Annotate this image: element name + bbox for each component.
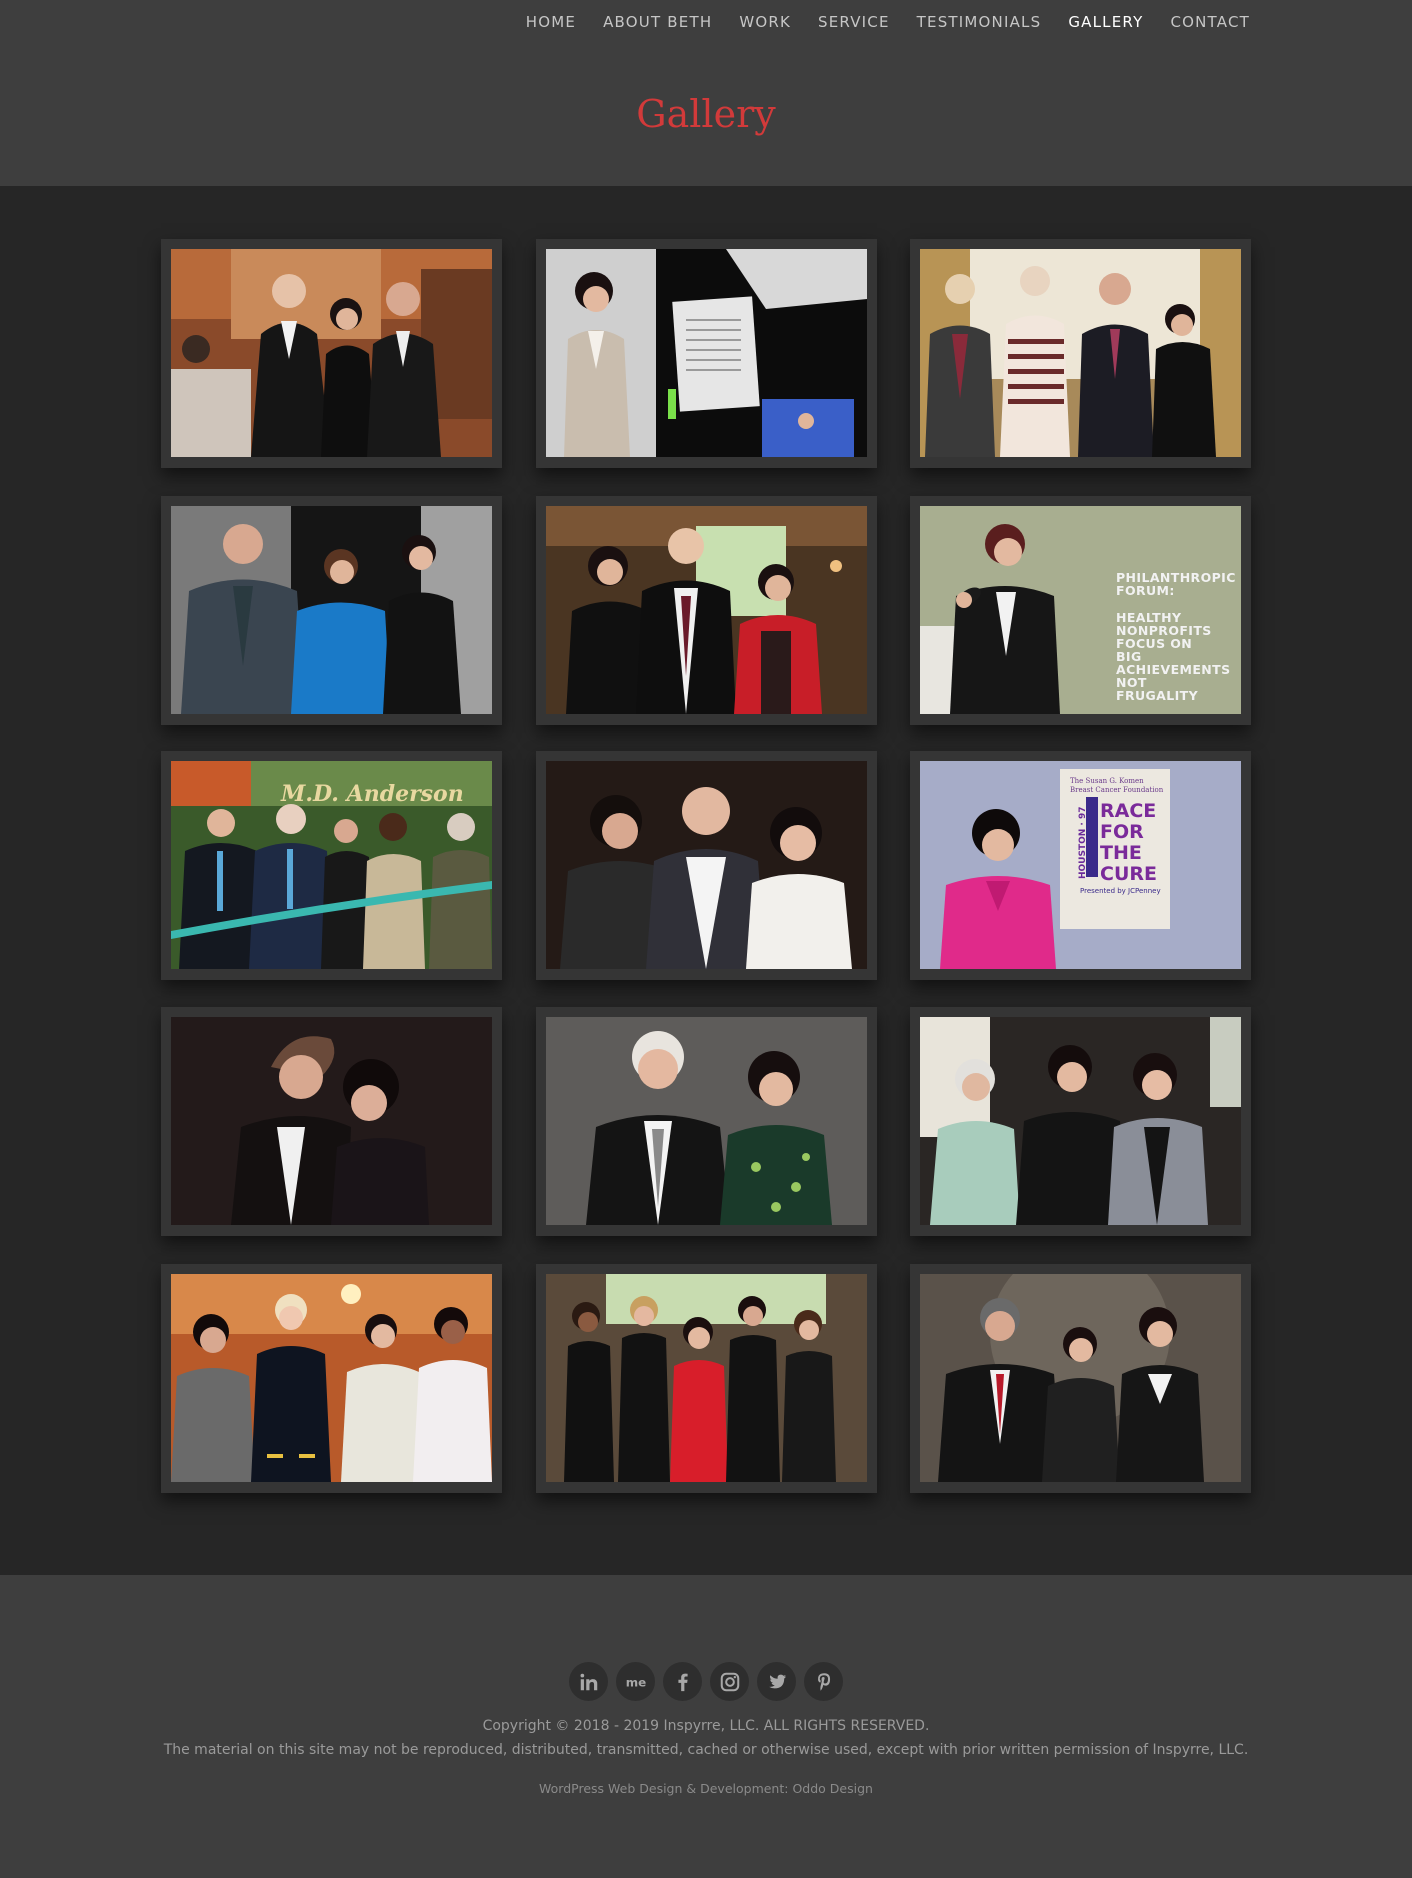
facebook-link[interactable] (663, 1662, 702, 1701)
poster-side-text: HOUSTON · 97 (1078, 806, 1088, 879)
gallery-item-9[interactable]: The Susan G. Komen Breast Cancer Foundat… (910, 751, 1251, 980)
gallery-item-14[interactable] (536, 1264, 877, 1493)
linkedin-link[interactable] (569, 1662, 608, 1701)
photo-7-banner: M.D. Anderson (280, 781, 464, 807)
gallery-item-5[interactable] (536, 496, 877, 725)
gallery-item-1[interactable] (161, 239, 502, 468)
poster-headline-line: RACE (1100, 800, 1156, 822)
instagram-link[interactable] (710, 1662, 749, 1701)
gallery-photo (171, 1274, 492, 1482)
gallery-photo (171, 506, 492, 714)
gallery-photo (546, 249, 867, 457)
gallery-item-3[interactable] (910, 239, 1251, 468)
copyright-text: Copyright © 2018 - 2019 Inspyrre, LLC. A… (482, 1718, 930, 1734)
nav-testimonials[interactable]: TESTIMONIALS (916, 13, 1042, 31)
site-footer: me Copyright © 2018 - 2019 Inspyr (0, 1575, 1412, 1878)
site-header: HOME ABOUT BETH WORK SERVICE TESTIMONIAL… (0, 0, 1412, 186)
nav-gallery[interactable]: GALLERY (1068, 13, 1144, 31)
poster-org-line: Breast Cancer Foundation (1070, 786, 1164, 794)
nav-work[interactable]: WORK (739, 13, 792, 31)
gallery-photo (546, 1017, 867, 1225)
gallery-photo (171, 249, 492, 457)
gallery-item-13[interactable] (161, 1264, 502, 1493)
gallery-item-2[interactable] (536, 239, 877, 468)
facebook-icon (677, 1673, 688, 1691)
gallery-photo: PHILANTHROPIC FORUM: HEALTHY NONPROFITS … (920, 506, 1241, 714)
linkedin-icon (580, 1673, 597, 1690)
nav-about-beth[interactable]: ABOUT BETH (603, 13, 713, 31)
gallery-item-7[interactable]: M.D. Anderson (161, 751, 502, 980)
gallery-photo: M.D. Anderson (171, 761, 492, 969)
gallery-photo (546, 761, 867, 969)
overlay-heading-line: FORUM: (1116, 583, 1175, 598)
photo-6-overlay: PHILANTHROPIC FORUM: HEALTHY NONPROFITS … (1116, 570, 1236, 703)
poster-headline-line: THE (1100, 842, 1142, 864)
twitter-link[interactable] (757, 1662, 796, 1701)
aboutme-icon: me (625, 1675, 645, 1689)
poster-headline-line: CURE (1100, 863, 1157, 885)
page-title: Gallery (636, 92, 776, 136)
gallery-photo (920, 1017, 1241, 1225)
gallery-item-12[interactable] (910, 1007, 1251, 1236)
gallery-photo (546, 1274, 867, 1482)
main-nav: HOME ABOUT BETH WORK SERVICE TESTIMONIAL… (499, 13, 1250, 31)
gallery-photo (920, 249, 1241, 457)
credit-link[interactable]: Oddo Design (792, 1781, 873, 1796)
overlay-body-line: HEALTHY (1116, 610, 1182, 625)
gallery-item-4[interactable] (161, 496, 502, 725)
overlay-body-line: ACHIEVEMENTS (1116, 662, 1230, 677)
design-credit: WordPress Web Design & Development: Oddo… (0, 1781, 1412, 1796)
aboutme-link[interactable]: me (616, 1662, 655, 1701)
poster-org-line: The Susan G. Komen (1070, 777, 1144, 785)
instagram-icon (720, 1672, 739, 1691)
pinterest-link[interactable] (804, 1662, 843, 1701)
credit-prefix: WordPress Web Design & Development: (539, 1781, 793, 1796)
overlay-body-line: FOCUS ON (1116, 636, 1192, 651)
gallery-photo: The Susan G. Komen Breast Cancer Foundat… (920, 761, 1241, 969)
poster-sponsor: Presented by JCPenney (1080, 887, 1161, 895)
gallery-item-10[interactable] (161, 1007, 502, 1236)
gallery-item-15[interactable] (910, 1264, 1251, 1493)
gallery-photo (546, 506, 867, 714)
svg-text:me: me (625, 1675, 645, 1689)
gallery-item-6[interactable]: PHILANTHROPIC FORUM: HEALTHY NONPROFITS … (910, 496, 1251, 725)
overlay-body-line: FRUGALITY (1116, 688, 1199, 703)
gallery-photo (920, 1274, 1241, 1482)
gallery-photo (171, 1017, 492, 1225)
overlay-body-line: NOT (1116, 675, 1147, 690)
overlay-body-line: BIG (1116, 649, 1142, 664)
poster-headline-line: FOR (1100, 821, 1144, 843)
copyright-notice: The material on this site may not be rep… (163, 1742, 1249, 1758)
pinterest-icon (817, 1672, 830, 1691)
nav-contact[interactable]: CONTACT (1170, 13, 1250, 31)
nav-home[interactable]: HOME (525, 13, 577, 31)
nav-service[interactable]: SERVICE (818, 13, 890, 31)
gallery-item-11[interactable] (536, 1007, 877, 1236)
overlay-body-line: NONPROFITS (1116, 623, 1212, 638)
twitter-icon (768, 1674, 786, 1688)
social-links: me (0, 1662, 1412, 1701)
photo-gallery: PHILANTHROPIC FORUM: HEALTHY NONPROFITS … (161, 239, 1251, 1494)
gallery-item-8[interactable] (536, 751, 877, 980)
overlay-heading-line: PHILANTHROPIC (1116, 570, 1236, 585)
